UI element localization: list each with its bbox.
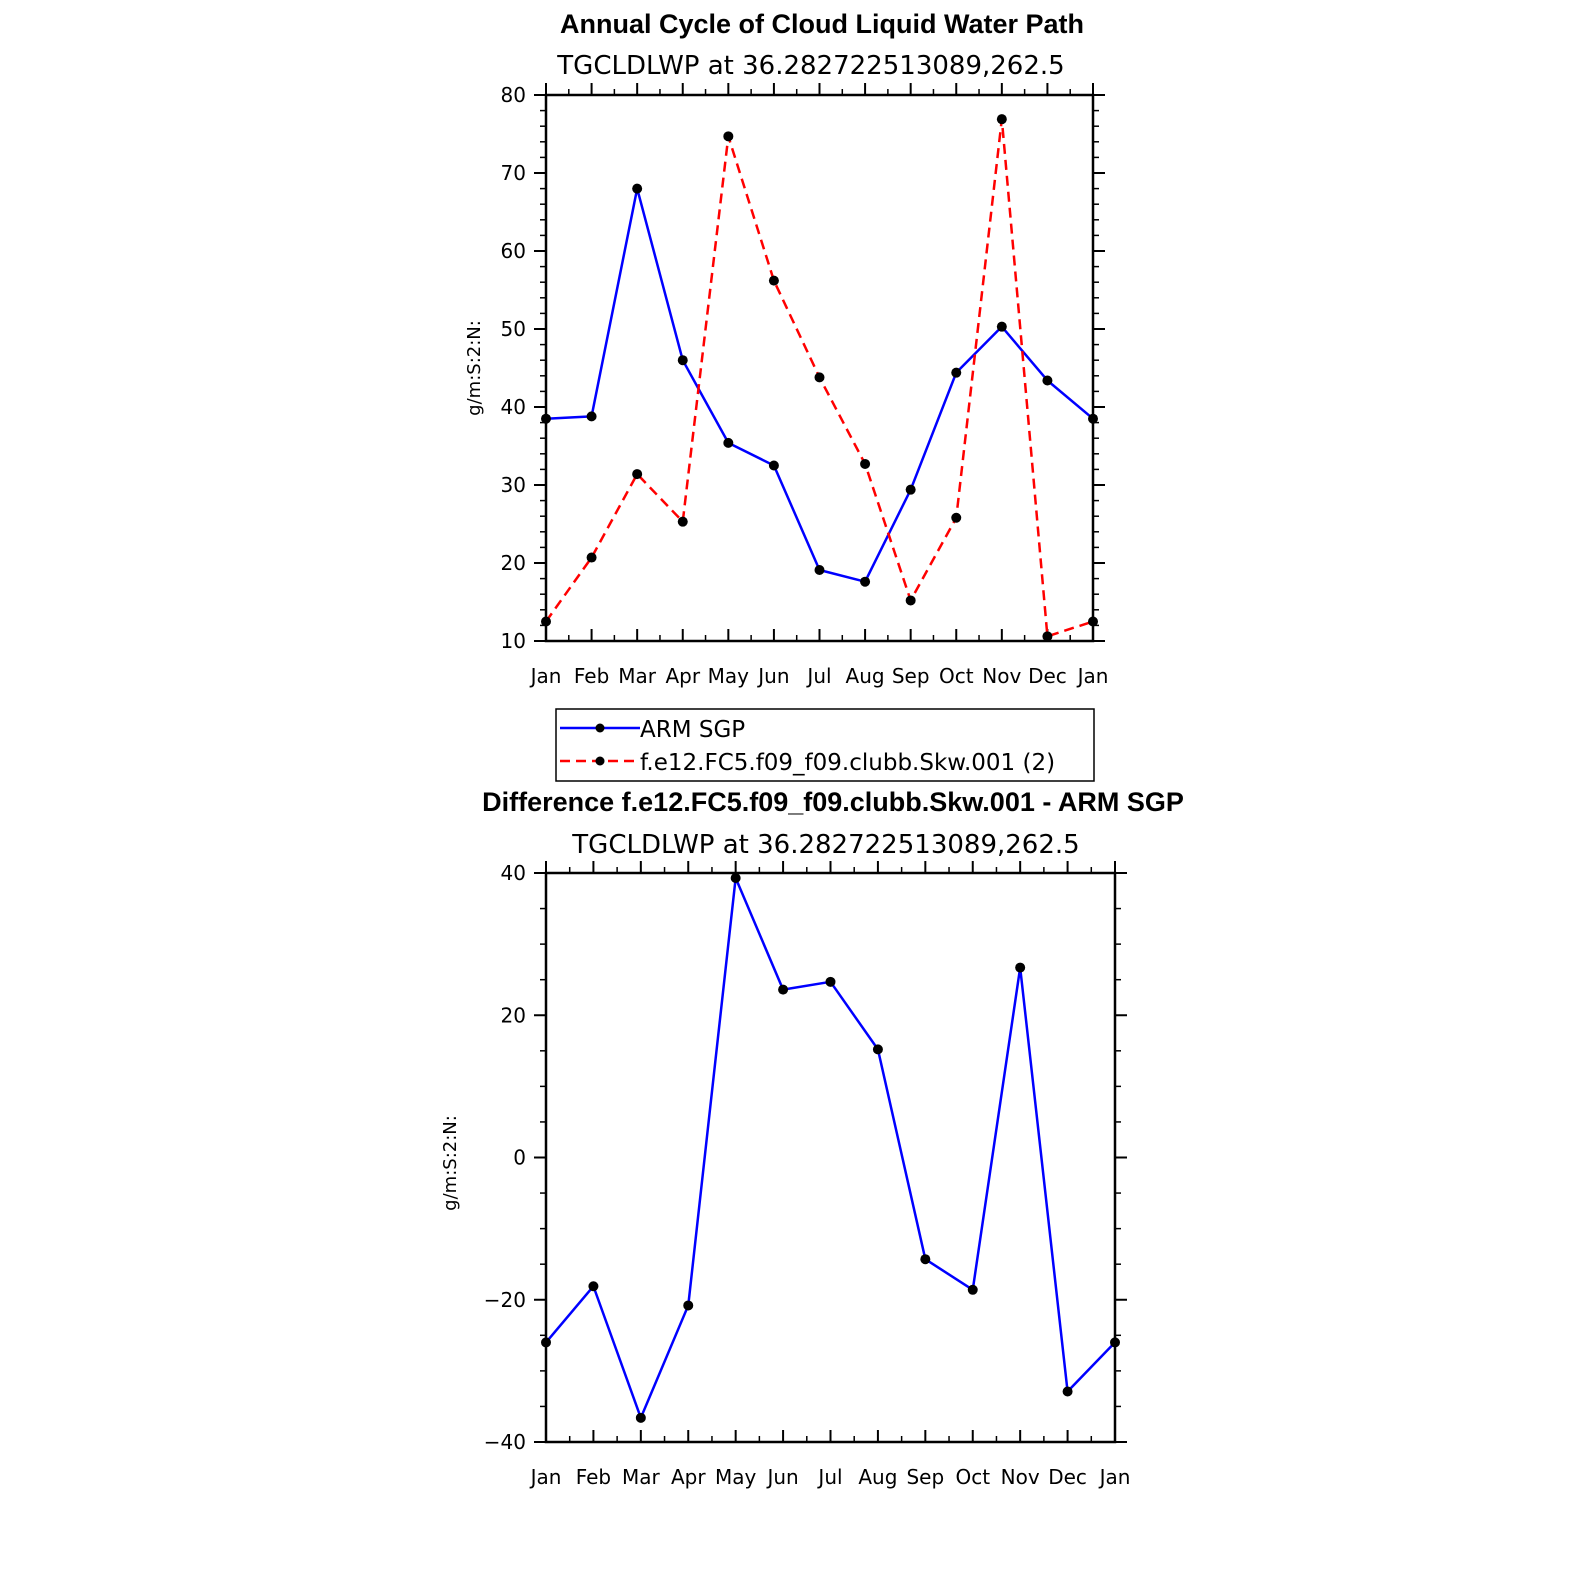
y-tick-label: 30 [501,473,526,497]
x-tick-label: Jan [1098,1465,1131,1489]
data-point-arm-sgp [1042,375,1053,386]
x-tick-label: May [715,1465,757,1489]
data-point-difference [967,1284,978,1295]
legend-marker-model [595,756,605,766]
axes-frame: Jan Feb Mar Apr May Jun Jul Aug Sep Oct Nov Dec Jan1… [501,83,1109,688]
data-point-f-e12-fc5-f09-f09-clubb-skw-001-2 [1042,631,1053,642]
data-point-f-e12-fc5-f09-f09-clubb-skw-001-2 [1088,616,1098,627]
data-point-arm-sgp [541,413,551,424]
legend-label-arm-sgp: ARM SGP [640,717,745,743]
chart-title: Difference f.e12.FC5.f09_f09.clubb.Skw.0… [482,787,1184,817]
x-tick-label: Oct [955,1465,990,1489]
data-point-difference [730,872,741,883]
x-tick-label: Oct [939,664,974,688]
y-tick-label: 20 [501,1003,526,1027]
legend-marker-arm-sgp [595,723,605,733]
data-point-f-e12-fc5-f09-f09-clubb-skw-001-2 [951,512,962,523]
difference-chart: Difference f.e12.FC5.f09_f09.clubb.Skw.0… [440,787,1184,1489]
legend-box [555,708,1095,782]
y-axis-label: g/m:S:2:N: [464,320,485,416]
x-tick-label: Sep [892,664,930,688]
data-point-difference [635,1412,646,1423]
data-point-difference [778,984,789,995]
series-points [541,872,1120,1423]
y-tick-label: 40 [501,395,526,419]
x-tick-label: Nov [982,664,1021,688]
x-tick-label: Mar [622,1465,661,1489]
y-tick-label: 50 [501,317,526,341]
x-tick-label: Dec [1028,664,1067,688]
y-tick-label: 70 [501,161,526,185]
x-tick-label: Aug [846,664,885,688]
data-point-f-e12-fc5-f09-f09-clubb-skw-001-2 [768,275,779,286]
x-tick-label: Mar [618,664,657,688]
data-point-difference [825,976,836,987]
data-point-arm-sgp [814,565,825,576]
data-point-f-e12-fc5-f09-f09-clubb-skw-001-2 [632,469,643,480]
data-point-arm-sgp [1088,413,1098,424]
x-tick-label: Feb [574,664,609,688]
y-tick-label: 0 [513,1146,526,1170]
x-tick-label: May [708,664,750,688]
data-point-f-e12-fc5-f09-f09-clubb-skw-001-2 [860,458,871,469]
data-point-arm-sgp [586,411,597,422]
data-point-arm-sgp [677,355,688,366]
data-point-f-e12-fc5-f09-f09-clubb-skw-001-2 [814,372,825,383]
x-tick-label: Nov [1001,1465,1040,1489]
data-point-arm-sgp [768,460,779,471]
x-tick-label: Jan [529,1465,562,1489]
chart-title: Annual Cycle of Cloud Liquid Water Path [560,9,1084,39]
x-tick-label: Dec [1048,1465,1087,1489]
data-point-f-e12-fc5-f09-f09-clubb-skw-001-2 [996,114,1007,125]
legend-label-model: f.e12.FC5.f09_f09.clubb.Skw.001 (2) [640,750,1055,776]
x-tick-label: Jan [1076,664,1109,688]
x-tick-label: Aug [858,1465,897,1489]
data-point-arm-sgp [905,484,916,495]
data-point-f-e12-fc5-f09-f09-clubb-skw-001-2 [905,595,916,606]
data-point-arm-sgp [996,321,1007,332]
data-point-arm-sgp [632,183,643,194]
y-tick-label: 60 [501,239,526,263]
data-point-difference [541,1337,551,1348]
chart-subtitle: TGCLDLWP at 36.282722513089,262.5 [571,830,1079,860]
data-point-arm-sgp [860,576,871,587]
data-point-difference [1110,1337,1120,1348]
x-tick-label: Feb [576,1465,611,1489]
legend: ARM SGP f.e12.FC5.f09_f09.clubb.Skw.001 … [555,708,1095,782]
y-tick-label: 10 [501,629,526,653]
y-tick-label: −20 [484,1288,526,1312]
data-point-f-e12-fc5-f09-f09-clubb-skw-001-2 [677,516,688,527]
y-tick-label: −40 [484,1430,526,1454]
y-tick-label: 40 [501,861,526,885]
series-points [541,114,1098,642]
data-point-f-e12-fc5-f09-f09-clubb-skw-001-2 [541,616,551,627]
data-point-f-e12-fc5-f09-f09-clubb-skw-001-2 [586,552,597,563]
x-tick-label: Apr [665,664,700,688]
y-tick-label: 20 [501,551,526,575]
x-tick-label: Jun [756,664,789,688]
data-point-difference [1062,1386,1073,1397]
x-tick-label: Jul [816,1465,842,1489]
y-tick-label: 80 [501,83,526,107]
x-tick-label: Jun [765,1465,798,1489]
data-point-f-e12-fc5-f09-f09-clubb-skw-001-2 [723,131,734,142]
data-point-difference [683,1300,694,1311]
data-point-difference [920,1254,931,1265]
data-point-arm-sgp [723,437,734,448]
data-point-difference [588,1281,599,1292]
x-tick-label: Jul [805,664,831,688]
x-tick-label: Sep [906,1465,944,1489]
x-tick-label: Apr [671,1465,706,1489]
annual-cycle-chart: Annual Cycle of Cloud Liquid Water Path … [464,9,1109,782]
data-point-arm-sgp [951,367,962,378]
chart-subtitle: TGCLDLWP at 36.282722513089,262.5 [556,51,1064,81]
x-tick-label: Jan [529,664,562,688]
data-point-difference [1015,962,1026,973]
y-axis-label: g/m:S:2:N: [440,1115,461,1211]
axes-frame: Jan Feb Mar Apr May Jun Jul Aug Sep Oct Nov Dec Jan−… [484,861,1131,1489]
data-point-difference [872,1044,883,1055]
